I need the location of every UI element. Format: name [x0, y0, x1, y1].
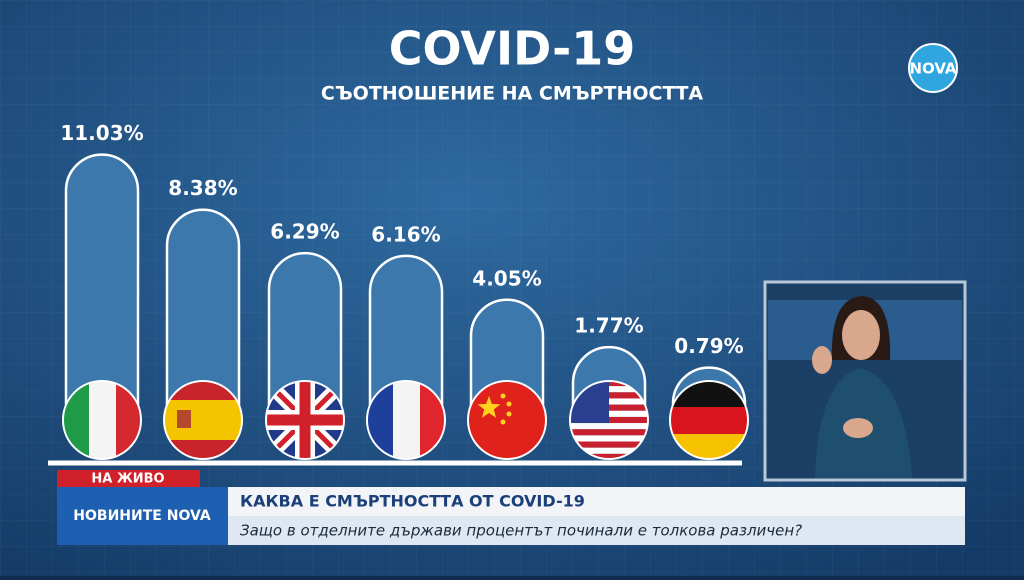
flag-part [89, 381, 116, 459]
interpreter-face [842, 310, 880, 360]
flag-part [506, 401, 512, 407]
live-label: НА ЖИВО [91, 472, 164, 487]
flag-part [477, 396, 501, 418]
live-box [57, 470, 200, 488]
flag-part [506, 411, 512, 417]
flag-part [177, 410, 191, 428]
flag-border [467, 380, 547, 460]
chart-subtitle: СЪОТНОШЕНИЕ НА СМЪРТНОСТТА [321, 83, 704, 105]
logo: NOVA [909, 60, 956, 78]
value-label: 11.03% [60, 121, 143, 145]
flag-part [570, 447, 648, 454]
flag-part [393, 381, 420, 459]
subheadline-box [228, 516, 965, 545]
flag-part [570, 441, 648, 448]
flag-part [570, 429, 648, 436]
flag-border [62, 380, 142, 460]
flag-border [569, 380, 649, 460]
value-label: 1.77% [574, 314, 643, 338]
sign-language-inset [763, 280, 967, 482]
show-label: НОВИНИТЕ NOVA [73, 508, 211, 524]
flag-border [669, 380, 749, 460]
flag-border [265, 380, 345, 460]
chart-title: COVID-19 [389, 22, 636, 76]
subheadline: Защо в отделните държави процентът почин… [240, 522, 802, 540]
bars: 11.03% 8.38% 6.29% 6.16% 4.05% 1.77% 0.79% [60, 121, 749, 460]
flag-border [366, 380, 446, 460]
flag [164, 381, 242, 459]
logo-badge [908, 43, 958, 93]
flag-part [266, 381, 344, 459]
value-label: 0.79% [674, 334, 743, 358]
interpreter-hand [812, 346, 832, 374]
flag-part [468, 381, 546, 459]
value-label: 6.29% [270, 220, 339, 244]
interpreter-hand [843, 418, 873, 438]
headline: КАКВА Е СМЪРТНОСТТА ОТ COVID-19 [240, 492, 585, 511]
flag-part [670, 407, 748, 434]
flag-part [500, 419, 506, 425]
flag-part [500, 393, 506, 399]
flag-part [570, 423, 648, 430]
flag [266, 381, 344, 459]
flag-part [570, 453, 648, 459]
flag-border [163, 380, 243, 460]
flag-part [164, 400, 242, 440]
value-label: 8.38% [168, 176, 237, 200]
value-label: 6.16% [371, 222, 440, 246]
flag-part [570, 435, 648, 442]
flag [468, 381, 546, 459]
show-box [57, 487, 228, 545]
value-label: 4.05% [472, 266, 541, 290]
headline-box [228, 487, 965, 516]
